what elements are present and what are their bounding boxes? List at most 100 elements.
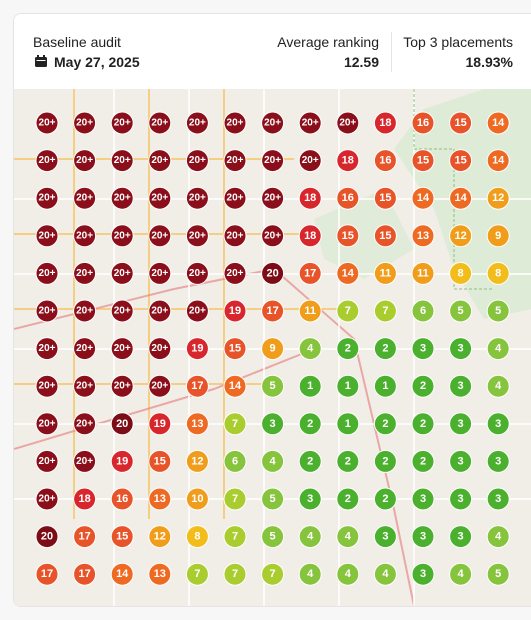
- rank-marker[interactable]: 2: [298, 412, 322, 436]
- rank-marker[interactable]: 20+: [223, 149, 247, 173]
- rank-marker[interactable]: 17: [261, 299, 285, 323]
- rank-marker[interactable]: 4: [486, 337, 510, 361]
- rank-marker[interactable]: 12: [486, 186, 510, 210]
- rank-marker[interactable]: 3: [449, 337, 473, 361]
- rank-marker[interactable]: 18: [73, 487, 97, 511]
- rank-marker[interactable]: 8: [185, 525, 209, 549]
- rank-marker[interactable]: 7: [223, 525, 247, 549]
- rank-marker[interactable]: 15: [449, 149, 473, 173]
- rank-marker[interactable]: 14: [336, 261, 360, 285]
- rank-marker[interactable]: 20+: [298, 111, 322, 135]
- rank-marker[interactable]: 3: [449, 525, 473, 549]
- rank-marker[interactable]: 20+: [73, 111, 97, 135]
- rank-marker[interactable]: 20+: [185, 149, 209, 173]
- rank-marker[interactable]: 7: [223, 412, 247, 436]
- rank-marker[interactable]: 11: [298, 299, 322, 323]
- rank-marker[interactable]: 20+: [35, 261, 59, 285]
- rank-marker[interactable]: 2: [373, 449, 397, 473]
- rank-marker[interactable]: 20+: [336, 111, 360, 135]
- rank-marker[interactable]: 2: [336, 487, 360, 511]
- rank-marker[interactable]: 15: [336, 224, 360, 248]
- rank-marker[interactable]: 3: [449, 449, 473, 473]
- rank-marker[interactable]: 7: [373, 299, 397, 323]
- rank-marker[interactable]: 3: [486, 449, 510, 473]
- rank-marker[interactable]: 11: [411, 261, 435, 285]
- rank-marker[interactable]: 18: [373, 111, 397, 135]
- rank-marker[interactable]: 20+: [261, 224, 285, 248]
- rank-marker[interactable]: 14: [223, 374, 247, 398]
- rank-marker[interactable]: 16: [411, 111, 435, 135]
- rank-marker[interactable]: 20+: [185, 299, 209, 323]
- rank-marker[interactable]: 3: [411, 487, 435, 511]
- rank-marker[interactable]: 15: [373, 224, 397, 248]
- rank-marker[interactable]: 1: [336, 374, 360, 398]
- rank-marker[interactable]: 1: [373, 374, 397, 398]
- rank-marker[interactable]: 17: [185, 374, 209, 398]
- rank-marker[interactable]: 20: [261, 261, 285, 285]
- rank-marker[interactable]: 20+: [185, 186, 209, 210]
- rank-marker[interactable]: 17: [298, 261, 322, 285]
- rank-marker[interactable]: 15: [148, 449, 172, 473]
- rank-marker[interactable]: 2: [298, 449, 322, 473]
- rank-marker[interactable]: 3: [411, 525, 435, 549]
- rank-marker[interactable]: 11: [373, 261, 397, 285]
- rank-marker[interactable]: 20+: [223, 111, 247, 135]
- rank-marker[interactable]: 17: [73, 562, 97, 586]
- rank-marker[interactable]: 5: [449, 299, 473, 323]
- rank-marker[interactable]: 20+: [73, 412, 97, 436]
- rank-marker[interactable]: 1: [336, 412, 360, 436]
- rank-marker[interactable]: 3: [261, 412, 285, 436]
- rank-marker[interactable]: 6: [411, 299, 435, 323]
- rank-marker[interactable]: 14: [486, 111, 510, 135]
- rank-marker[interactable]: 5: [486, 562, 510, 586]
- rank-marker[interactable]: 20+: [73, 186, 97, 210]
- rank-marker[interactable]: 18: [336, 149, 360, 173]
- rank-marker[interactable]: 7: [223, 487, 247, 511]
- rank-marker[interactable]: 18: [298, 224, 322, 248]
- rank-marker[interactable]: 5: [261, 374, 285, 398]
- rank-marker[interactable]: 13: [148, 487, 172, 511]
- rank-marker[interactable]: 20+: [298, 149, 322, 173]
- rank-marker[interactable]: 16: [336, 186, 360, 210]
- rank-marker[interactable]: 3: [449, 374, 473, 398]
- rank-marker[interactable]: 20+: [73, 149, 97, 173]
- rank-marker[interactable]: 20+: [110, 186, 134, 210]
- rank-marker[interactable]: 2: [373, 412, 397, 436]
- rank-marker[interactable]: 20+: [110, 299, 134, 323]
- rank-marker[interactable]: 20+: [185, 261, 209, 285]
- rank-marker[interactable]: 7: [223, 562, 247, 586]
- rank-marker[interactable]: 2: [336, 449, 360, 473]
- rank-marker[interactable]: 16: [373, 149, 397, 173]
- rank-marker[interactable]: 3: [486, 487, 510, 511]
- rank-marker[interactable]: 19: [110, 449, 134, 473]
- rank-marker[interactable]: 20+: [223, 261, 247, 285]
- rank-marker[interactable]: 20+: [148, 374, 172, 398]
- rank-marker[interactable]: 20+: [185, 111, 209, 135]
- rank-marker[interactable]: 4: [486, 374, 510, 398]
- rank-marker[interactable]: 20+: [110, 224, 134, 248]
- rank-marker[interactable]: 20+: [223, 186, 247, 210]
- rank-marker[interactable]: 3: [486, 412, 510, 436]
- rank-marker[interactable]: 4: [336, 562, 360, 586]
- rank-marker[interactable]: 3: [411, 337, 435, 361]
- rank-marker[interactable]: 20+: [35, 412, 59, 436]
- rank-marker[interactable]: 20+: [35, 186, 59, 210]
- rank-marker[interactable]: 20+: [73, 224, 97, 248]
- rank-marker[interactable]: 15: [223, 337, 247, 361]
- rank-marker[interactable]: 19: [148, 412, 172, 436]
- rank-marker[interactable]: 13: [148, 562, 172, 586]
- rank-marker[interactable]: 20+: [73, 337, 97, 361]
- rank-marker[interactable]: 2: [411, 412, 435, 436]
- rank-marker[interactable]: 9: [261, 337, 285, 361]
- rank-marker[interactable]: 20+: [185, 224, 209, 248]
- rank-marker[interactable]: 7: [336, 299, 360, 323]
- rank-marker[interactable]: 20+: [148, 186, 172, 210]
- rank-marker[interactable]: 20+: [73, 374, 97, 398]
- rank-marker[interactable]: 17: [73, 525, 97, 549]
- rank-marker[interactable]: 14: [110, 562, 134, 586]
- rank-marker[interactable]: 15: [373, 186, 397, 210]
- rank-marker[interactable]: 20+: [148, 224, 172, 248]
- rank-marker[interactable]: 13: [411, 224, 435, 248]
- rank-marker[interactable]: 20+: [35, 224, 59, 248]
- rank-marker[interactable]: 8: [449, 261, 473, 285]
